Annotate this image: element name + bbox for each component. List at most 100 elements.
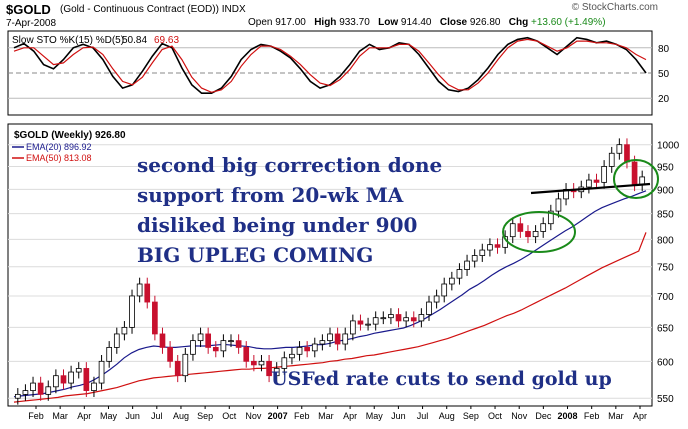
x-tick-label: Feb [294,411,310,421]
candle-body [464,260,470,270]
candle-body [403,317,409,322]
x-tick-label: Apr [633,411,647,421]
first-correction-circle [502,211,576,253]
candle-body [426,301,432,315]
candle-body [395,314,402,322]
candle-body [83,368,90,391]
candle-body [540,223,547,232]
candle-body [586,179,592,188]
ema20-legend: EMA(20) 896.92 [26,142,92,152]
candle-body [296,347,303,355]
description-text: (Gold - Continuous Contract (EOD)) [60,4,219,15]
candle-body [441,283,448,297]
candle-body [418,314,425,322]
candle-body [365,323,371,326]
x-tick-label: 2007 [268,411,288,421]
x-tick-label: Mar [52,411,68,421]
support-trendline [530,182,651,195]
x-axis-ticks: Feb Mar Apr May Jun Jul Aug Sep Oct Nov 2007 Feb Mar… [28,406,647,421]
candle-body [251,360,257,366]
candle-body [220,340,227,352]
sto-ticks: 20 50 80 [658,44,670,105]
candle-body [98,360,105,384]
quote-date: 7-Apr-2008 [6,18,57,29]
candle-body [327,333,333,342]
candle-body [281,357,288,369]
x-tick-label: Dec [535,411,552,421]
price-y-tick-label: 750 [657,263,674,274]
x-tick-label: Apr [77,411,91,421]
price-y-tick-label: 600 [657,357,674,368]
candle-body [624,144,630,163]
close-value: 926.80 [469,17,501,28]
candle-body [631,161,638,186]
x-tick-label: Sep [197,411,213,421]
x-tick-label: May [366,411,384,421]
candle-body [555,198,562,212]
low-value: 914.40 [400,17,432,28]
price-y-ticks: 550 600 650 700 750 800 850 900 950 1000 [657,141,680,406]
ohlc-readout: Open 917.00 High 933.70 Low 914.40 Close… [248,17,606,28]
candle-body [319,340,326,345]
candle-body [410,317,417,322]
candle-body [616,144,623,154]
sto-legend-prefix: Slow STO %K(15) %D(5) [12,35,124,46]
candle-body [144,283,151,303]
candle-body [182,353,189,377]
low-label: Low [378,17,399,28]
candle-body [273,368,280,377]
candle-body [471,255,478,262]
x-tick-label: Jul [151,411,163,421]
candle-body [22,390,29,395]
candle-body [456,269,463,279]
candle-body [388,314,394,319]
price-legend-title: $GOLD (Weekly) 926.80 [14,130,126,141]
stockcharts-credit: © StockCharts.com [571,2,658,13]
candle-body [289,353,295,359]
x-tick-label: Jul [417,411,429,421]
annotation-line-1: second big correction done [137,153,442,177]
sto-legend: Slow STO %K(15) %D(5) 50.84 69.63 [12,35,179,46]
x-tick-label: Jun [391,411,406,421]
price-y-tick-label: 900 [657,185,674,196]
x-tick-label: Oct [222,411,237,421]
candle-body [380,317,387,320]
candle-body [372,317,379,325]
chg-label: Chg [508,17,529,28]
candle-body [334,333,341,345]
sto-y-tick-label: 50 [658,69,670,80]
x-tick-label: Feb [28,411,44,421]
candle-body [37,382,44,395]
candle-body [509,223,516,238]
candle-body [357,320,364,325]
annotation-line-5: USFed rate cuts to send gold up [271,368,612,390]
price-y-tick-label: 1000 [657,141,680,152]
x-tick-label: Aug [439,411,455,421]
candle-body [547,210,554,225]
x-tick-label: Mar [318,411,334,421]
candle-body [106,347,113,362]
annotation-line-4: BIG UPLEG COMING [137,243,373,267]
candle-body [433,295,440,303]
candle-body [608,152,615,167]
candle-body [30,382,36,391]
candle-body [152,301,158,335]
candle-body [136,283,143,297]
x-tick-label: Mar [608,411,624,421]
x-tick-label: May [100,411,118,421]
candle-body [243,347,250,362]
candle-body [167,347,173,362]
price-y-tick-label: 650 [657,323,674,334]
candle-body [350,320,356,335]
candle-body [525,231,531,238]
candle-body [190,340,196,355]
candle-body [479,249,486,256]
candle-body [75,368,82,373]
candle-body [159,333,166,348]
symbol-description: (Gold - Continuous Contract (EOD)) INDX [60,4,246,15]
second-correction-circle [613,159,659,199]
ema50-line [13,232,647,403]
price-y-tick-label: 850 [657,210,674,221]
